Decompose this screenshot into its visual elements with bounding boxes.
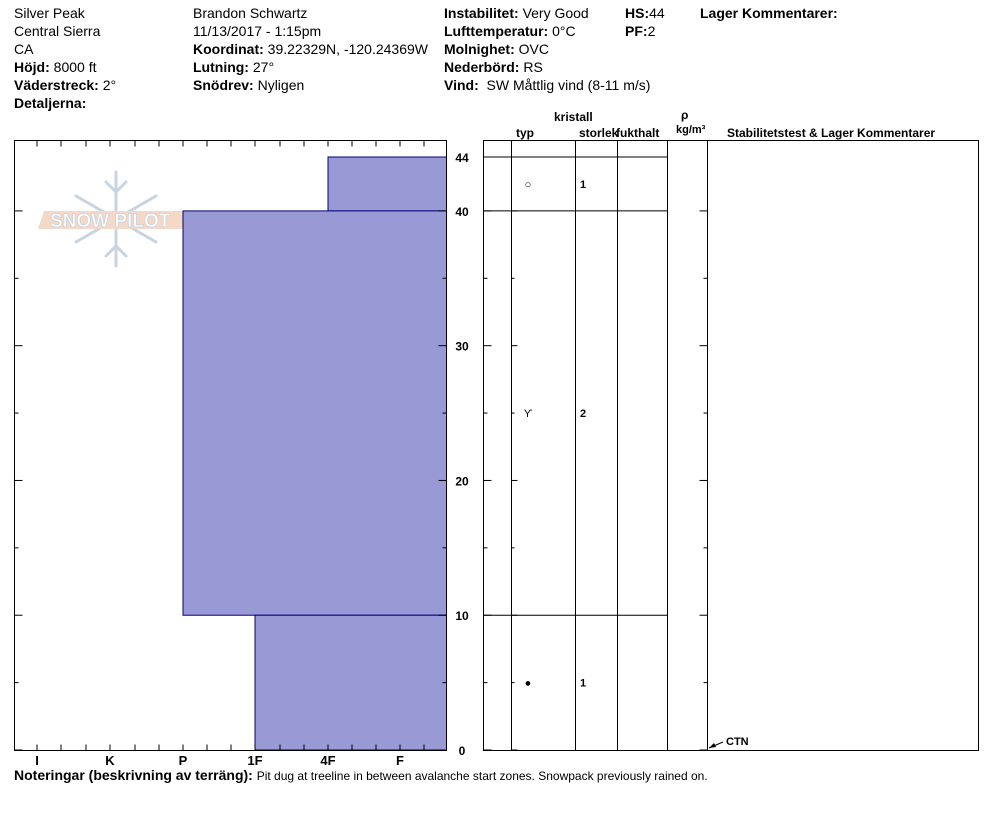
aspect-value: 2° (102, 77, 117, 93)
coord-value: 39.22329N, -120.24369W (267, 41, 428, 57)
slope: Lutning: 27° (193, 58, 274, 76)
details-label: Detaljerna: (14, 95, 87, 111)
density-column-heading: kg/m³ (676, 124, 706, 136)
type-column-heading: typ (516, 126, 534, 140)
y-tick-label-10: 10 (455, 609, 469, 623)
y-tick-label-20: 20 (455, 474, 469, 488)
hardness-bar-0 (327, 156, 447, 212)
layer-comments-heading: Lager Kommentarer: (700, 4, 838, 22)
logo-band (38, 211, 194, 229)
wind-loading: Snödrev: Nyligen (193, 76, 304, 94)
crystal-type-icon-0: ○ (525, 179, 532, 191)
hardness-label-K: K (105, 753, 115, 768)
stability-column-heading: Stabilitetstest & Lager Kommentarer (727, 126, 936, 140)
hs-label: HS: (625, 5, 650, 21)
test-arrow-icon-0 (709, 743, 716, 748)
crystal-size-1: 2 (580, 408, 586, 420)
drift-label: Snödrev: (193, 77, 254, 93)
y-tick-label-0: 0 (459, 744, 466, 758)
range-name: Central Sierra (14, 23, 101, 39)
elevation: Höjd: 8000 ft (14, 58, 96, 76)
y-tick-label-30: 30 (455, 340, 469, 354)
terrain-notes: Noteringar (beskrivning av terräng): Pit… (14, 766, 708, 785)
y-tick-label-40: 40 (455, 205, 469, 219)
drift-value: Nyligen (257, 77, 305, 93)
elevation-value: 8000 ft (53, 59, 97, 75)
sky-cover: Molnighet: OVC (444, 40, 549, 58)
notes-label: Noteringar (beskrivning av terräng): (14, 767, 253, 783)
location-name: Silver Peak (14, 5, 85, 21)
notes-text: Pit dug at treeline in between avalanche… (256, 769, 708, 783)
snowpilot-logo: SNOW PILOT (38, 170, 194, 268)
aspect-label: Väderstreck: (14, 77, 99, 93)
hardness-plot-frame (14, 140, 447, 751)
logo-text: SNOW PILOT (50, 211, 171, 232)
crystal-size-0: 1 (580, 179, 586, 191)
hardness-label-P: P (179, 753, 188, 768)
height-axis: 0 10 20 30 40 44 (14, 151, 492, 758)
crystal-size-2: 1 (580, 678, 586, 690)
penetration: PF:2 (625, 22, 655, 40)
air-temperature: Lufttemperatur: 0°C (444, 22, 576, 40)
aspect: Väderstreck: 2° (14, 76, 116, 94)
pf-value: 2 (647, 23, 656, 39)
wind-value: SW Måttlig vind (8-11 m/s) (486, 77, 651, 93)
layer-comments-label: Lager Kommentarer: (700, 5, 838, 21)
hardness-bar-1 (182, 210, 447, 616)
hs-value: 44 (649, 5, 665, 21)
hardness-label-4F: 4F (320, 753, 335, 768)
pf-label: PF: (625, 23, 648, 39)
sky-label: Molnighet: (444, 41, 515, 57)
slope-label: Lutning: (193, 59, 249, 75)
state-name: CA (14, 41, 34, 57)
crystal-type-icon-1: ϒ (524, 408, 533, 420)
y-tick-label-44: 44 (455, 151, 469, 165)
airtemp-value: 0°C (552, 23, 576, 39)
observer-name: Brandon Schwartz (193, 5, 308, 21)
observation-datetime: 11/13/2017 - 1:15pm (193, 23, 322, 39)
elevation-label: Höjd: (14, 59, 50, 75)
details: Detaljerna: (14, 94, 86, 112)
layer-table: ○ 1 ϒ 2 ● 1 CTN (483, 140, 749, 751)
hardness-label-1F: 1F (247, 753, 262, 768)
hardness-label-F: F (396, 753, 404, 768)
stability: Instabilitet: Very Good (444, 4, 589, 22)
wind-label: Vind: (444, 77, 479, 93)
precipitation: Nederbörd: RS (444, 58, 543, 76)
crystal-type-icon-2: ● (525, 678, 532, 690)
hardness-bar-2 (254, 614, 447, 751)
wind: Vind: SW Måttlig vind (8-11 m/s) (444, 76, 650, 94)
hardness-plot: I K P 1F 4F F (35, 140, 447, 768)
hardness-label-I: I (35, 753, 39, 768)
coordinates: Koordinat: 39.22329N, -120.24369W (193, 40, 428, 58)
snow-depth: HS:44 (625, 4, 665, 22)
rho-symbol: ρ (681, 108, 689, 122)
slope-value: 27° (252, 59, 275, 75)
layer-table-frame (483, 140, 979, 751)
precip-label: Nederbörd: (444, 59, 520, 75)
test-label-0: CTN (726, 736, 749, 748)
coord-label: Koordinat: (193, 41, 264, 57)
crystal-column-heading: kristall (554, 110, 593, 124)
sky-value: OVC (518, 41, 549, 57)
snow-profile-chart: SNOW PILOT I K P 1F 4F F 0 10 20 30 40 44 ○ 1 ϒ 2 ● 1 CT… (14, 140, 979, 768)
stability-label: Instabilitet: (444, 5, 519, 21)
precip-value: RS (523, 59, 543, 75)
size-column-heading: storlek (579, 126, 619, 140)
moisture-column-heading: fukthalt (616, 126, 660, 140)
airtemp-label: Lufttemperatur: (444, 23, 549, 39)
stability-value: Very Good (522, 5, 589, 21)
